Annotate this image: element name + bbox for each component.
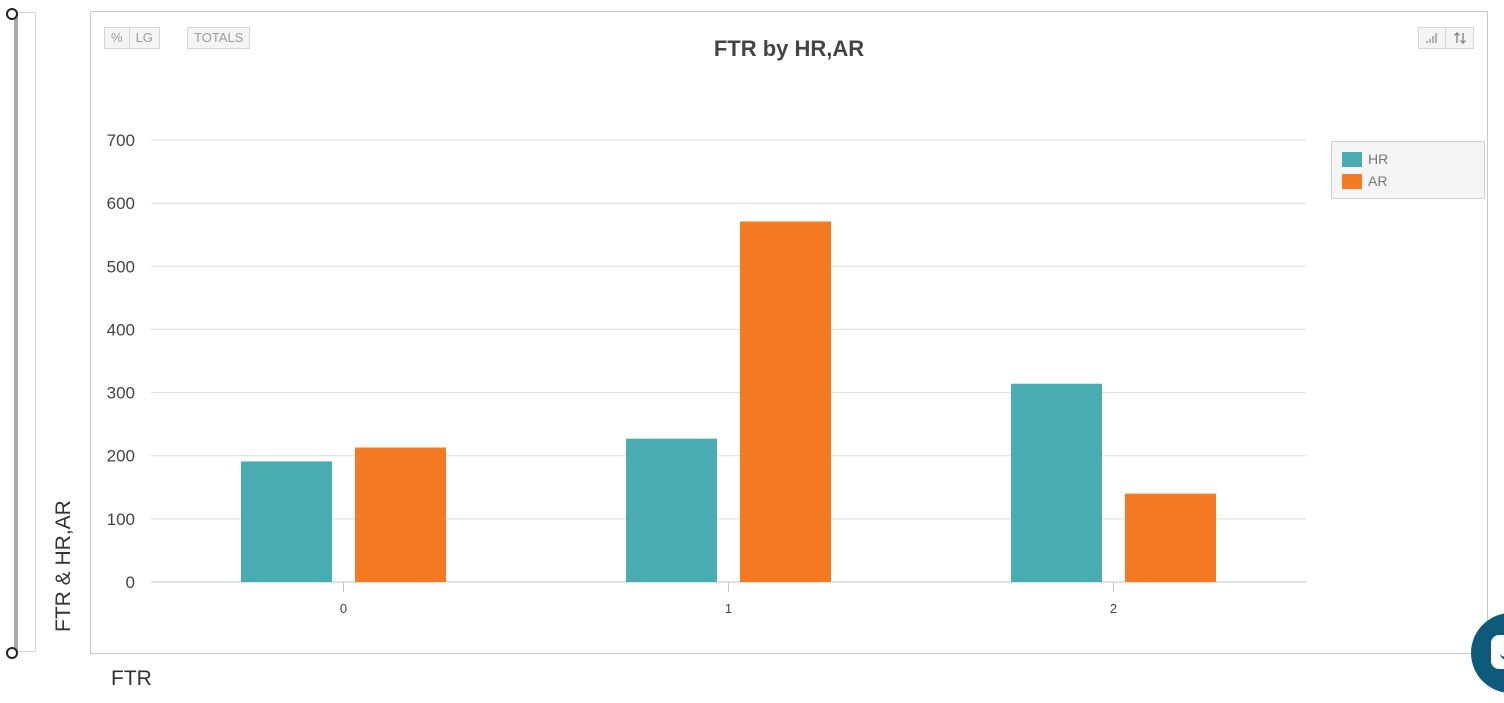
chart-options-group xyxy=(1418,27,1474,49)
y-tick-label: 300 xyxy=(107,384,135,403)
legend-label-ar: AR xyxy=(1368,173,1388,189)
legend-item-hr[interactable]: HR xyxy=(1342,151,1388,167)
x-tick-label: 1 xyxy=(725,601,732,616)
bar-hr-1 xyxy=(626,438,717,582)
sort-arrows-icon[interactable] xyxy=(1446,27,1474,49)
chat-icon xyxy=(1491,635,1504,669)
legend-item-ar[interactable]: AR xyxy=(1342,173,1387,189)
chart-title: FTR by HR,AR xyxy=(713,36,865,61)
x-tick-label: 2 xyxy=(1110,601,1117,616)
y-tick-label: 400 xyxy=(107,320,135,339)
legend-swatch-ar xyxy=(1342,173,1362,189)
x-tick-label: 0 xyxy=(340,601,347,616)
totals-button[interactable]: TOTALS xyxy=(187,27,251,49)
y-tick-label: 100 xyxy=(107,510,135,529)
y-tick-label: 0 xyxy=(126,573,135,592)
range-slider-frame xyxy=(18,12,36,652)
lg-button[interactable]: LG xyxy=(129,27,160,49)
bar-ar-1 xyxy=(740,221,831,582)
range-slider-top-handle[interactable] xyxy=(6,8,18,20)
x-axis-title: FTR xyxy=(111,667,152,690)
bar-ar-2 xyxy=(1125,493,1216,582)
legend-swatch-hr xyxy=(1342,151,1362,167)
signal-bars-icon[interactable] xyxy=(1418,27,1446,49)
bar-hr-0 xyxy=(241,461,332,582)
bar-ar-0 xyxy=(355,447,446,582)
range-slider-track[interactable] xyxy=(14,14,18,652)
plot-area: 0 100 200 300 400 500 600 700 0 1 2 xyxy=(107,131,1306,616)
chart-panel: % LG TOTALS FTR by HR,AR 0 100 200 300 400 50… xyxy=(90,11,1488,654)
legend: HR AR xyxy=(1331,141,1485,199)
y-tick-label: 700 xyxy=(107,131,135,150)
legend-label-hr: HR xyxy=(1368,151,1389,167)
y-tick-label: 600 xyxy=(107,194,135,213)
range-slider-bottom-handle[interactable] xyxy=(6,647,18,659)
y-axis-title: FTR & HR,AR xyxy=(52,500,75,632)
percent-button[interactable]: % xyxy=(104,27,130,49)
totals-group: TOTALS xyxy=(187,27,251,49)
y-tick-label: 200 xyxy=(107,447,135,466)
y-tick-label: 500 xyxy=(107,257,135,276)
bar-hr-2 xyxy=(1011,383,1102,582)
display-mode-toggle: % LG xyxy=(104,27,160,49)
